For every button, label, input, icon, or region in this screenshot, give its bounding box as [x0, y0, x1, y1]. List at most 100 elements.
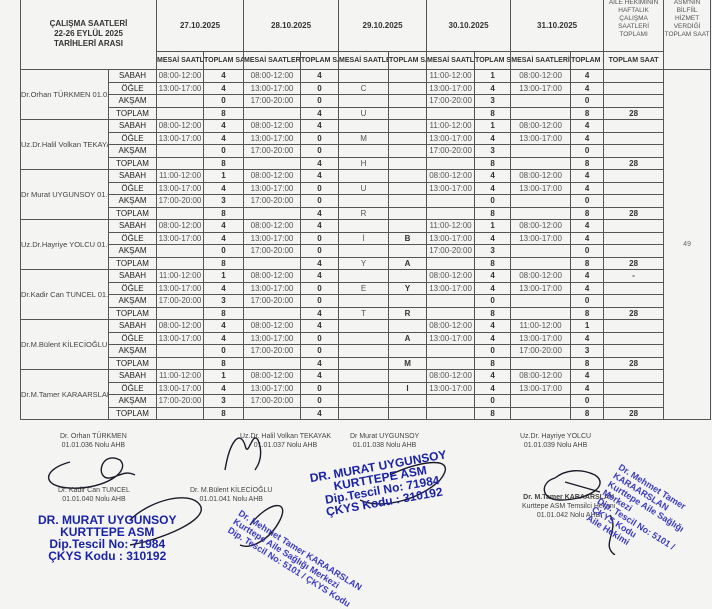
toplam-cell: 0 [300, 281, 340, 295]
weekly-total-cell [603, 119, 665, 133]
toplam-cell [388, 394, 428, 408]
period-label: AKŞAM [108, 294, 157, 308]
toplam-cell: 3 [202, 394, 245, 408]
weekly-total-cell [603, 281, 665, 295]
weekly-total-cell [603, 69, 665, 83]
weekly-total-cell: - [603, 269, 665, 283]
toplam-cell: 4 [570, 369, 605, 383]
toplam-cell: M [388, 356, 428, 370]
toplam-cell: 4 [300, 206, 340, 220]
mesai-cell: 11:00-12:00 [156, 169, 204, 183]
weekly-total-cell: 28 [603, 106, 665, 120]
toplam-cell: 1 [474, 119, 512, 133]
mesai-cell [156, 244, 204, 258]
mesai-cell [338, 169, 390, 183]
toplam-cell: R [388, 306, 428, 320]
weekly-total-cell [603, 194, 665, 208]
toplam-cell: 4 [202, 331, 245, 345]
date-header: 27.10.2025 [155, 0, 245, 52]
mesai-cell [338, 319, 390, 333]
signatory-name: Uz.Dr. Hayriye YOLCU [520, 433, 592, 440]
weekly-total-cell [603, 381, 665, 395]
table-row: Dr.M.Bülent KİLECİOĞLU 01.01.041 Nolu AH… [20, 319, 711, 370]
toplam-cell: 4 [570, 131, 605, 145]
period-label: SABAH [108, 319, 157, 333]
stamp-tamer-karaarslan-2: Dr. Mehmet Tamer KARAARSLAN Kurttepe Ail… [585, 462, 698, 569]
stamp-tamer-karaarslan: Dr. Mehmet Tamer KARAARSLAN Kurttepe Ail… [226, 508, 363, 609]
weekly-total-header: AİLE HEKİMİNİN HAFTALIK ÇALIŞMA SAATLERİ… [603, 0, 665, 52]
weekly-total-cell: 28 [603, 406, 665, 420]
table-row: ÖĞLE 13:00-17:00 4 13:00-17:00 0 İ B 13:00-17:0… [21, 231, 711, 245]
period-label: SABAH [108, 369, 157, 383]
table-row: AKŞAM 17:00-20:00 3 17:00-20:00 0 0 0 [21, 294, 711, 308]
toplam-cell: 4 [300, 156, 340, 170]
toplam-cell [388, 81, 428, 95]
signatory-name: Dr. M.Bülent KİLECİOĞLU [190, 487, 273, 494]
toplam-cell: 0 [300, 194, 340, 208]
toplam-cell: 8 [474, 106, 512, 120]
toplam-cell: 8 [202, 306, 245, 320]
signatory-name: Dr. Orhan TÜRKMEN [60, 433, 127, 440]
mesai-cell [338, 69, 390, 83]
toplam-cell [388, 144, 428, 158]
doctor-name: Dr.M.Tamer KARAARSLAN 01.01.042 Nolu AHO [20, 369, 109, 420]
doctor-name: Uz.Dr.Halil Volkan TEKAYAK 01.01.037 Nol… [20, 119, 109, 170]
toplam-cell: 8 [474, 256, 512, 270]
weekly-total-cell: 28 [603, 256, 665, 270]
table-row: AKŞAM 0 17:00-20:00 0 17:00-20:00 3 0 [21, 94, 711, 108]
period-label: TOPLAM [108, 256, 157, 270]
stamp-murat-uygunsoy-2: DR. MURAT UYGUNSOY KURTTEPE ASM Dip.Tesc… [309, 447, 454, 519]
toplam-cell [388, 194, 428, 208]
mesai-cell: 13:00-17:00 [426, 81, 476, 95]
mesai-cell: 13:00-17:00 [243, 381, 302, 395]
period-label: TOPLAM [108, 306, 157, 320]
toplam-cell: 8 [474, 306, 512, 320]
toplam-header: TOPLAM SAAT [300, 51, 340, 70]
signatory-name: Dr Murat UYGUNSOY [350, 433, 420, 440]
title-line: TARİHLERİ ARASI [54, 39, 123, 48]
toplam-cell: 1 [474, 69, 512, 83]
mesai-cell: 17:00-20:00 [426, 94, 476, 108]
toplam-cell: 4 [570, 69, 605, 83]
table-row: Dr.Kadir Can TUNCEL 01.01.040 Nolu AHOSA… [20, 269, 711, 320]
table-row: TOPLAM 8 4 Y A 8 8 28 [21, 256, 711, 270]
mesai-cell: 13:00-17:00 [510, 231, 572, 245]
mesai-cell: 13:00-17:00 [426, 381, 476, 395]
toplam-cell [388, 244, 428, 258]
asm-total-text: 49 [683, 241, 691, 248]
stamp-line: Dip.Tescil No: 71984 [49, 537, 166, 551]
mesai-cell: 08:00-12:00 [510, 369, 572, 383]
mesai-cell [338, 369, 390, 383]
toplam-header: TOPLAM SAAT [202, 51, 245, 70]
mesai-cell: 13:00-17:00 [510, 381, 572, 395]
mesai-cell: 08:00-12:00 [243, 219, 302, 233]
signatory-code: 01.01.041 Nolu AHB [199, 496, 263, 503]
table-row: TOPLAM 8 4 U 8 8 28 [21, 106, 711, 120]
signature-block: Uz.Dr. Hayriye YOLCU 01.01.039 Nolu AHB [520, 432, 591, 450]
period-label: ÖĞLE [108, 81, 157, 95]
mesai-cell [156, 106, 204, 120]
toplam-cell: 4 [202, 219, 245, 233]
table-row: ÖĞLE 13:00-17:00 4 13:00-17:00 0 U 13:00-17:00… [21, 181, 711, 195]
period-label: TOPLAM [108, 106, 157, 120]
weekly-total-cell [603, 94, 665, 108]
toplam-header: TOPLAM SAAT [474, 51, 512, 70]
toplam-cell: 4 [300, 356, 340, 370]
mesai-cell: 08:00-12:00 [510, 219, 572, 233]
toplam-cell: 8 [474, 406, 512, 420]
toplam-cell: 1 [474, 219, 512, 233]
mesai-cell [156, 406, 204, 420]
period-label: ÖĞLE [108, 381, 157, 395]
doctor-name: Uz.Dr.Hayriye YOLCU 01.01.039 Nolu AHO [20, 219, 109, 270]
toplam-cell: 4 [300, 306, 340, 320]
mesai-cell [510, 106, 572, 120]
mesai-cell [338, 144, 390, 158]
table-row: AKŞAM 17:00-20:00 3 17:00-20:00 0 0 0 [21, 194, 711, 208]
table-row: Dr Murat UYGUNSOY 01.01.038 Nolu AHOSABA… [20, 169, 711, 220]
work-hours-table: ÇALIŞMA SAATLERİ 22-26 EYLÜL 2025 TARİHL… [20, 0, 712, 420]
toplam-cell: 3 [474, 144, 512, 158]
mesai-cell: Y [338, 256, 390, 270]
mesai-cell [510, 244, 572, 258]
toplam-cell: 0 [300, 394, 340, 408]
mesai-cell [338, 344, 390, 358]
